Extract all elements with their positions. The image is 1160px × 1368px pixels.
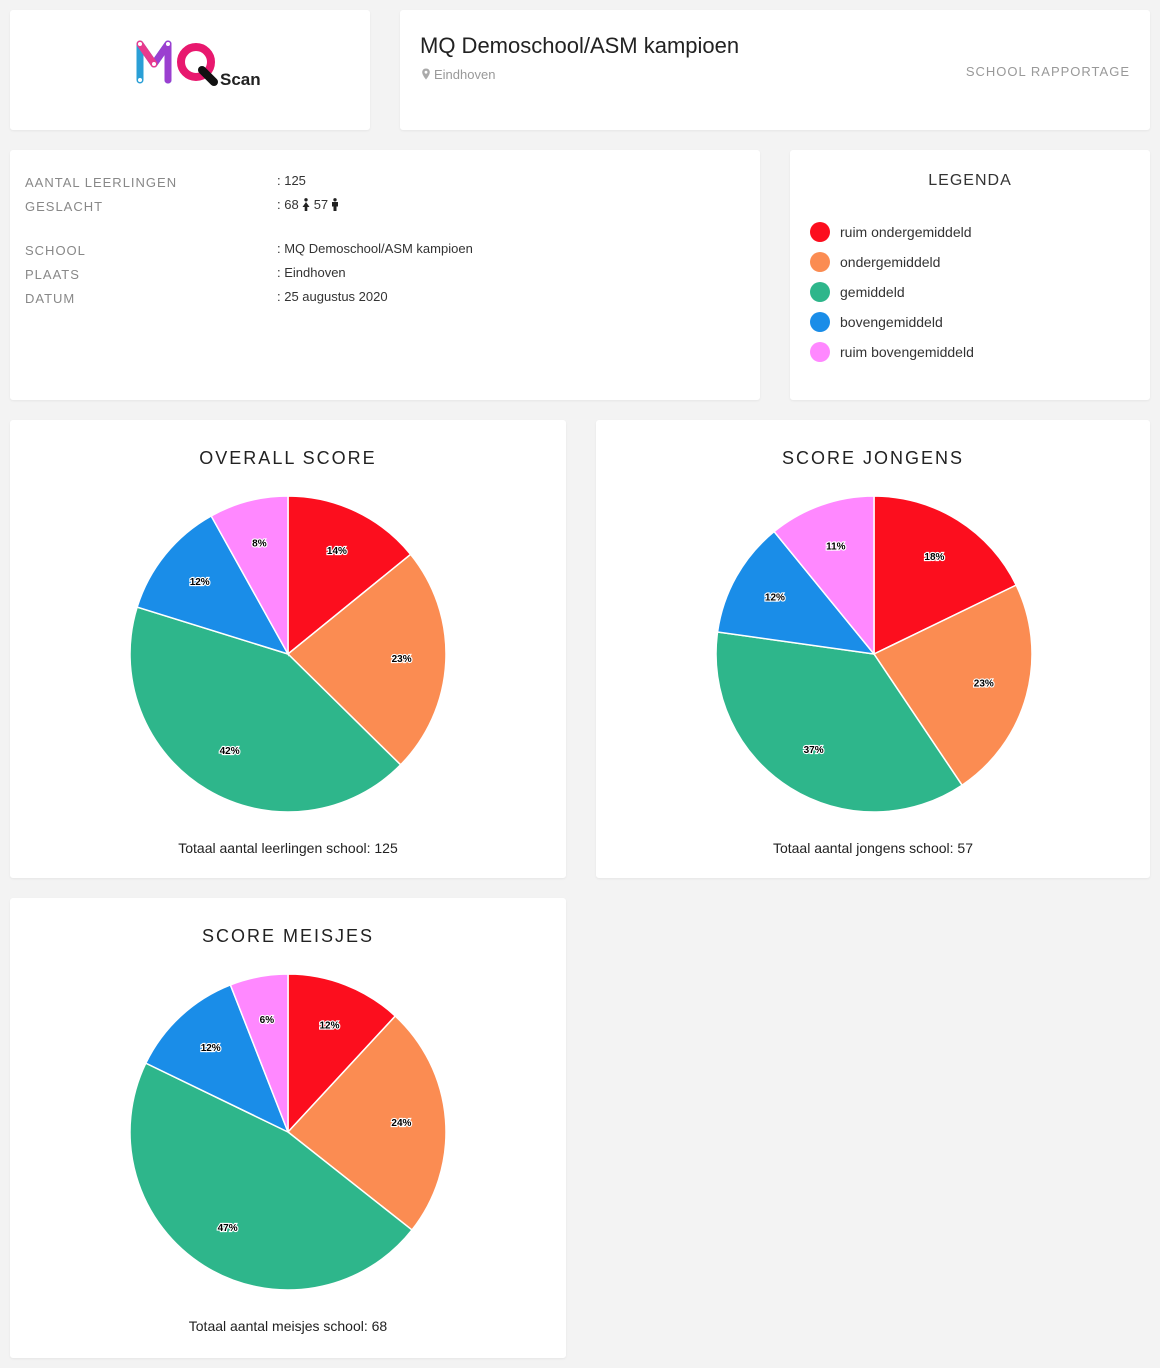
legend-label: ruim ondergemiddeld [840, 224, 972, 240]
legend-color-dot [810, 342, 830, 362]
logo-scan-text: Scan [220, 70, 261, 89]
girls-count: 68 [284, 197, 299, 212]
chart-footer: Totaal aantal meisjes school: 68 [188, 1318, 388, 1334]
date-value: : 25 augustus 2020 [277, 289, 388, 304]
report-type-label: SCHOOL RAPPORTAGE [965, 64, 1130, 79]
pie-slice-label: 47% [218, 1223, 238, 1234]
legend-color-dot [810, 312, 830, 332]
pie-chart: 14% 23% 42% 12% 8% [129, 495, 447, 813]
school-info-card: AANTAL LEERLINGEN : 125 GESLACHT : 68 57 … [10, 150, 760, 400]
pie-slice-label: 18% [924, 552, 944, 563]
chart-footer: Totaal aantal jongens school: 57 [772, 840, 974, 856]
pie-slice-label: 12% [765, 593, 785, 604]
logo-card: Scan [10, 10, 370, 130]
mq-scan-logo [136, 40, 218, 86]
school-city: Eindhoven [420, 67, 495, 82]
pie-slice-label: 23% [974, 678, 994, 689]
students-value: : 125 [277, 173, 306, 188]
gender-label: GESLACHT [25, 199, 104, 214]
legend-color-dot [810, 252, 830, 272]
pie-slice-3 [129, 1062, 414, 1291]
female-icon [302, 198, 310, 211]
male-icon [332, 198, 339, 211]
legend-card: LEGENDA ruim ondergemiddeld ondergemidde… [790, 150, 1150, 400]
pie-slice-2 [872, 584, 1033, 787]
pie-slice-label: 42% [220, 746, 240, 757]
pie-slice-label: 12% [319, 1021, 339, 1032]
pie-chart: 12% 24% 47% 12% 6% [129, 973, 447, 1291]
pie-slice-1 [873, 495, 1018, 656]
pie-slice-label: 11% [826, 541, 846, 552]
girls-score-chart: SCORE MEISJES 12% 24% 47% 12% 6% Totaal aant… [10, 898, 566, 1358]
legend-label: gemiddeld [840, 284, 905, 300]
legend-title: LEGENDA [928, 172, 1012, 189]
city-label: Eindhoven [434, 67, 496, 82]
pie-slice-2 [286, 553, 447, 766]
legend-label: ondergemiddeld [840, 254, 941, 270]
page-title: MQ Demoschool/ASM kampioen [420, 33, 740, 58]
pie-slice-label: 12% [201, 1043, 221, 1054]
pie-slice-4 [136, 514, 290, 656]
school-label: SCHOOL [25, 243, 86, 258]
pie-slice-1 [287, 495, 412, 656]
date-label: DATUM [25, 291, 76, 306]
chart-title: SCORE JONGENS [781, 448, 965, 468]
gender-value: : 68 57 [277, 197, 343, 212]
chart-footer: Totaal aantal leerlingen school: 125 [178, 840, 398, 856]
gender-prefix: : [277, 197, 285, 212]
pie-slice-5 [773, 495, 875, 657]
pie-slice-3 [715, 631, 964, 813]
legend-label: bovengemiddeld [840, 314, 943, 330]
pie-slice-label: 24% [391, 1118, 411, 1129]
overall-score-chart: OVERALL SCORE 14% 23% 42% 12% 8% Totaal aant… [10, 420, 566, 878]
place-value: : Eindhoven [277, 265, 346, 280]
boys-count: 57 [313, 197, 329, 212]
legend-color-dot [810, 282, 830, 302]
pie-slice-label: 14% [327, 546, 347, 557]
pie-slice-3 [129, 606, 402, 813]
place-label: PLAATS [25, 267, 80, 282]
pie-slice-label: 12% [190, 577, 210, 588]
pie-slice-label: 8% [252, 539, 267, 550]
pie-slice-5 [210, 495, 289, 657]
legend-color-dot [810, 222, 830, 242]
chart-title: OVERALL SCORE [199, 448, 377, 468]
map-pin-icon [422, 68, 430, 80]
pie-slice-2 [286, 1014, 447, 1232]
chart-title: SCORE MEISJES [201, 926, 375, 946]
pie-chart: 18% 23% 37% 12% 11% [715, 495, 1033, 813]
students-label: AANTAL LEERLINGEN [25, 175, 178, 190]
legend-label: ruim bovengemiddeld [840, 344, 974, 360]
pie-slice-4 [144, 983, 290, 1134]
pie-slice-5 [229, 973, 289, 1133]
pie-slice-label: 6% [260, 1015, 275, 1026]
title-card: MQ Demoschool/ASM kampioen Eindhoven SCH… [400, 10, 1150, 130]
pie-slice-label: 37% [804, 745, 824, 756]
pie-slice-label: 23% [392, 654, 412, 665]
boys-score-chart: SCORE JONGENS 18% 23% 37% 12% 11% Totaal aan… [596, 420, 1150, 878]
school-value: : MQ Demoschool/ASM kampioen [277, 241, 473, 256]
pie-slice-4 [716, 530, 876, 656]
pie-slice-1 [287, 973, 397, 1134]
